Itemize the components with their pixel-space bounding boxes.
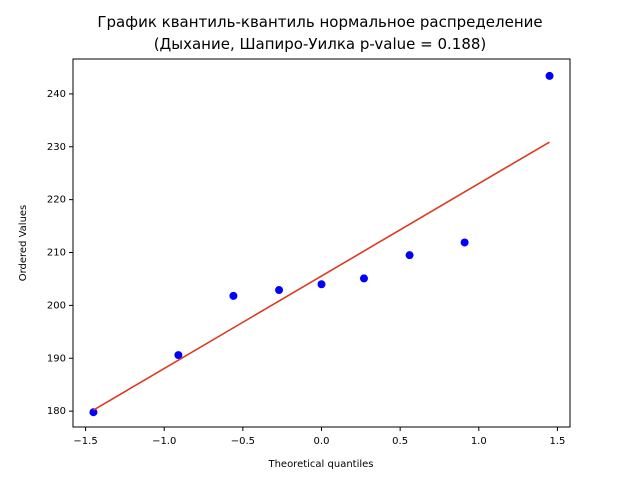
point [89, 408, 98, 417]
y-tick-label: 180 [47, 406, 66, 417]
x-tick-label: −1.0 [152, 436, 176, 447]
x-tick-label: −1.5 [73, 436, 97, 447]
x-tick-label: 1.5 [549, 436, 565, 447]
x-axis-label: Theoretical quantiles [267, 459, 373, 470]
point [405, 251, 414, 260]
y-tick-label: 210 [47, 248, 66, 259]
x-tick-label: −0.5 [231, 436, 255, 447]
point [275, 286, 284, 295]
y-tick-label: 240 [47, 89, 66, 100]
point [460, 238, 469, 247]
fit-line [93, 141, 550, 411]
y-tick-label: 220 [47, 195, 66, 206]
x-tick-label: 0.5 [392, 436, 408, 447]
point [359, 274, 368, 283]
point [317, 280, 326, 289]
y-tick-label: 230 [47, 142, 66, 153]
y-tick-label: 190 [47, 353, 66, 364]
plot-frame [72, 58, 571, 428]
point [229, 291, 238, 300]
point [174, 351, 183, 360]
x-tick-label: 1.0 [471, 436, 487, 447]
chart-title: График квантиль-квантиль нормальное расп… [97, 13, 542, 53]
point [545, 71, 554, 80]
y-tick-label: 200 [47, 300, 66, 311]
x-tick-label: 0.0 [314, 436, 330, 447]
y-axis-label: Ordered Values [18, 205, 29, 282]
